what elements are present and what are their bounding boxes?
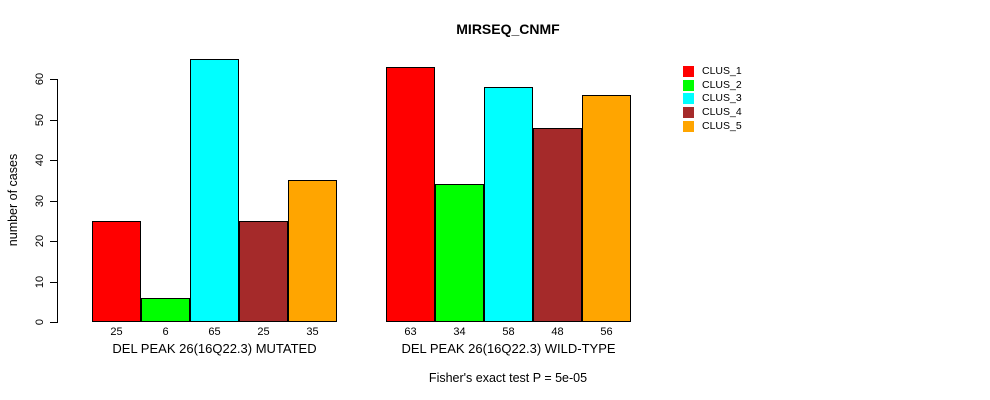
- bar-CLUS_2-group2: [435, 184, 484, 322]
- group-label-1: DEL PEAK 26(16Q22.3) MUTATED: [112, 341, 317, 356]
- y-tick-label: 20: [34, 234, 46, 248]
- bar-value-label-CLUS_1-group1: 25: [110, 326, 123, 338]
- legend-label-CLUS_5: CLUS_5: [702, 119, 742, 132]
- legend-swatch-CLUS_1: [683, 66, 694, 77]
- bar-value-label-CLUS_2-group2: 34: [453, 326, 466, 338]
- bar-value-label-CLUS_1-group2: 63: [404, 326, 417, 338]
- chart-title: MIRSEQ_CNMF: [456, 21, 560, 37]
- y-axis-label: number of cases: [6, 153, 20, 247]
- y-tick: [50, 322, 57, 323]
- bar-value-label-CLUS_4-group1: 25: [257, 326, 270, 338]
- y-tick-label: 0: [34, 318, 46, 326]
- y-tick: [50, 282, 57, 283]
- y-tick: [50, 201, 57, 202]
- legend-swatch-CLUS_4: [683, 107, 694, 119]
- legend-swatch-CLUS_5: [683, 120, 694, 132]
- legend-label-CLUS_3: CLUS_3: [702, 92, 742, 105]
- bar-CLUS_5-group2: [582, 95, 631, 322]
- bar-CLUS_3-group2: [484, 87, 533, 322]
- legend-label-CLUS_1: CLUS_1: [702, 65, 742, 77]
- bar-CLUS_5-group1: [288, 180, 337, 322]
- y-tick: [50, 160, 57, 161]
- legend-label-CLUS_4: CLUS_4: [702, 106, 742, 119]
- bar-value-label-CLUS_2-group1: 6: [162, 326, 169, 338]
- y-tick: [50, 79, 57, 80]
- bar-CLUS_1-group2: [386, 67, 435, 322]
- y-axis-line: [57, 79, 58, 323]
- bar-value-label-CLUS_5-group2: 56: [600, 326, 613, 338]
- y-tick-label: 50: [34, 113, 46, 127]
- y-tick-label: 60: [34, 72, 46, 86]
- bar-CLUS_1-group1: [92, 221, 141, 322]
- legend-swatch-CLUS_3: [683, 93, 694, 105]
- bar-CLUS_4-group2: [533, 128, 582, 322]
- bar-CLUS_3-group1: [190, 59, 239, 322]
- bar-CLUS_2-group1: [141, 298, 190, 322]
- y-tick: [50, 120, 57, 121]
- legend-swatch-CLUS_2: [683, 79, 694, 91]
- bar-value-label-CLUS_4-group2: 48: [551, 326, 564, 338]
- fisher-test-footnote: Fisher's exact test P = 5e-05: [428, 371, 588, 385]
- y-tick: [50, 241, 57, 242]
- bar-value-label-CLUS_3-group2: 58: [502, 326, 515, 338]
- y-tick-label: 30: [34, 194, 46, 208]
- group-label-2: DEL PEAK 26(16Q22.3) WILD-TYPE: [401, 341, 616, 356]
- y-tick-label: 10: [34, 275, 46, 289]
- bar-CLUS_4-group1: [239, 221, 288, 322]
- legend-label-CLUS_2: CLUS_2: [702, 78, 742, 91]
- bar-value-label-CLUS_3-group1: 65: [208, 326, 221, 338]
- y-tick-label: 40: [34, 153, 46, 167]
- bar-value-label-CLUS_5-group1: 35: [306, 326, 319, 338]
